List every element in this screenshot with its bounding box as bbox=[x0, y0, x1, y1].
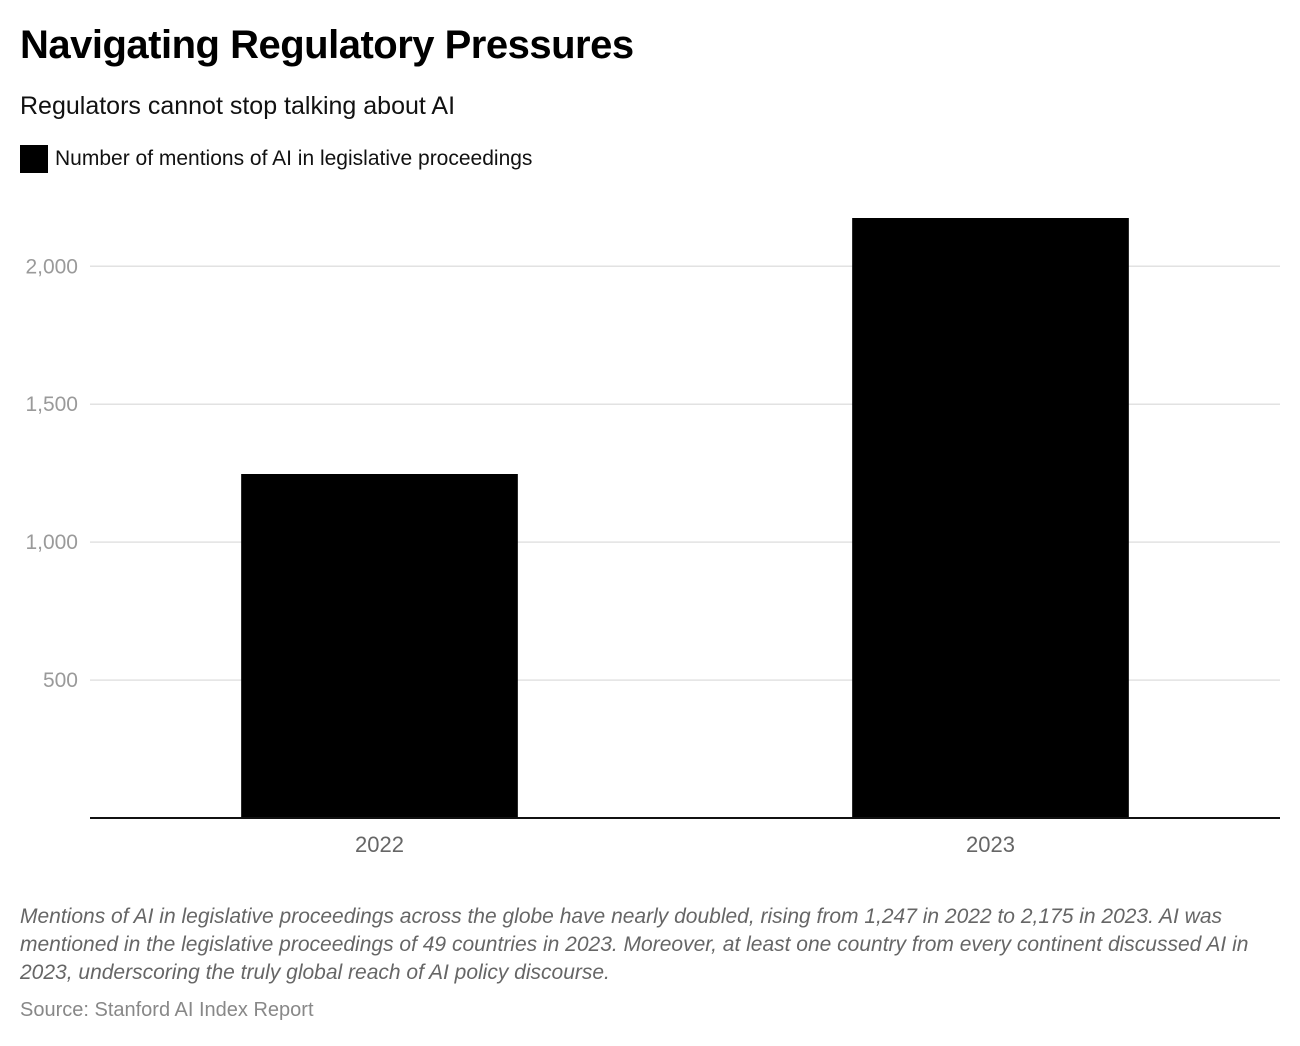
chart-description: Mentions of AI in legislative proceeding… bbox=[20, 905, 1249, 984]
bar-2022 bbox=[241, 474, 518, 818]
x-tick-label-2022: 2022 bbox=[355, 832, 404, 857]
y-tick-label-1500: 1,500 bbox=[25, 393, 78, 416]
chart-subtitle: Regulators cannot stop talking about AI bbox=[20, 92, 456, 120]
legend-swatch bbox=[20, 145, 48, 173]
legend-label: Number of mentions of AI in legislative … bbox=[55, 147, 533, 170]
y-tick-label-2000: 2,000 bbox=[25, 255, 78, 278]
y-tick-label-500: 500 bbox=[43, 669, 78, 692]
bar-2023 bbox=[852, 218, 1129, 818]
x-tick-label-2023: 2023 bbox=[966, 832, 1015, 857]
legend: Number of mentions of AI in legislative … bbox=[20, 145, 532, 173]
chart-source: Source: Stanford AI Index Report bbox=[20, 999, 314, 1021]
axes: 500 1,000 1,500 2,000 2022 2023 bbox=[25, 255, 1280, 857]
y-tick-label-1000: 1,000 bbox=[25, 531, 78, 554]
chart-title: Navigating Regulatory Pressures bbox=[20, 23, 634, 67]
bars bbox=[241, 218, 1129, 818]
bar-chart: 500 1,000 1,500 2,000 2022 2023 bbox=[25, 218, 1280, 857]
